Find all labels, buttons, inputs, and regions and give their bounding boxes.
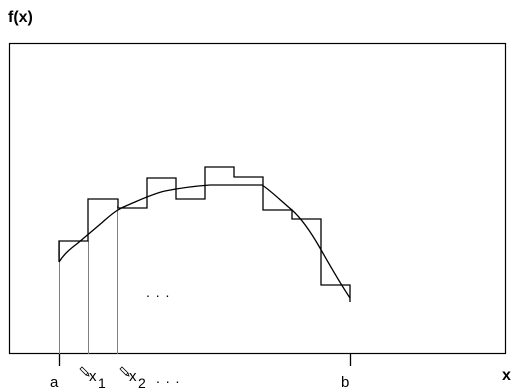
pencil-icon: [119, 366, 130, 377]
plot-frame: [8, 42, 507, 355]
function-curve: [58, 184, 351, 299]
pencil-icon: [79, 366, 90, 377]
tick-label-ellipsis: . . .: [156, 370, 180, 386]
step-function: [58, 166, 351, 302]
plot-ellipsis: . . .: [146, 284, 170, 300]
tick-label-x1-subscript: 1: [98, 375, 106, 390]
tick-label-a: a: [50, 374, 59, 390]
y-axis-label: f(x): [8, 9, 33, 26]
tick-label-x1: x: [89, 368, 97, 385]
tick-label-b: b: [341, 374, 349, 390]
x-axis-label: x: [502, 367, 511, 384]
tick-label-x2: x: [129, 368, 137, 385]
tick-label-x2-subscript: 2: [138, 375, 146, 390]
